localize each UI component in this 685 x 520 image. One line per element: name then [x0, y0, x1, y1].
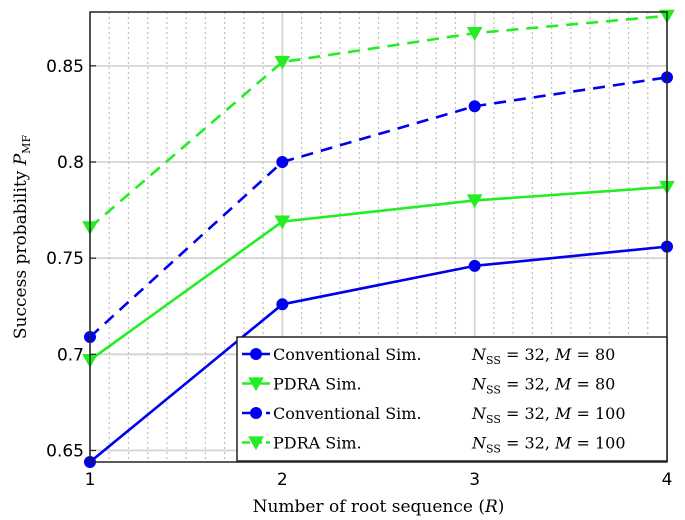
legend-param: NSS = 32, M = 100	[471, 434, 626, 456]
legend-entry: Conventional Sim. NSS = 32, M = 100	[242, 404, 626, 426]
legend-label: Conventional Sim.	[273, 345, 422, 364]
legend-entry: Conventional Sim. NSS = 32, M = 80	[242, 345, 615, 367]
y-tick-label: 0.65	[46, 441, 84, 461]
y-tick-label: 0.8	[57, 153, 84, 173]
legend-param: NSS = 32, M = 100	[471, 404, 626, 426]
legend-param: NSS = 32, M = 80	[471, 345, 615, 367]
data-point	[248, 377, 264, 392]
data-point	[276, 156, 289, 168]
data-point	[468, 259, 481, 272]
series-line	[89, 76, 668, 338]
data-point	[468, 100, 481, 113]
legend-box	[236, 336, 668, 462]
data-point	[466, 27, 483, 41]
x-tick-label: 1	[85, 470, 96, 490]
data-point	[466, 194, 483, 209]
series-line	[89, 14, 668, 229]
data-point	[276, 298, 289, 311]
data-point	[248, 436, 264, 451]
legend-entry: PDRA Sim. NSS = 32, M = 100	[242, 434, 626, 456]
x-tick-label: 3	[469, 470, 480, 490]
data-point	[274, 55, 291, 70]
legend-entry: PDRA Sim. NSS = 32, M = 80	[242, 375, 615, 397]
y-tick-label: 0.7	[57, 345, 84, 365]
y-axis-label: Success probability PMF	[11, 135, 33, 340]
legend-param: NSS = 32, M = 80	[471, 375, 615, 397]
legend-label: PDRA Sim.	[273, 375, 362, 394]
x-axis-label: Number of root sequence (R)	[253, 497, 505, 517]
x-tick-label: 2	[277, 470, 288, 490]
y-tick-label: 0.85	[46, 57, 84, 77]
x-tick-label: 4	[662, 470, 673, 490]
series-layer	[82, 9, 675, 468]
series-line	[89, 245, 668, 464]
legend-label: PDRA Sim.	[273, 434, 362, 453]
data-point	[250, 348, 262, 360]
series-line	[89, 185, 668, 362]
data-point	[250, 407, 262, 419]
data-point	[274, 215, 291, 230]
plot-frame	[89, 11, 668, 463]
y-tick-label: 0.75	[46, 249, 84, 269]
series-1	[84, 240, 673, 468]
legend-label: Conventional Sim.	[273, 404, 422, 423]
tick-labels: 0.65 0.7 0.75 0.8 0.85 1 2 3 4	[46, 57, 672, 490]
